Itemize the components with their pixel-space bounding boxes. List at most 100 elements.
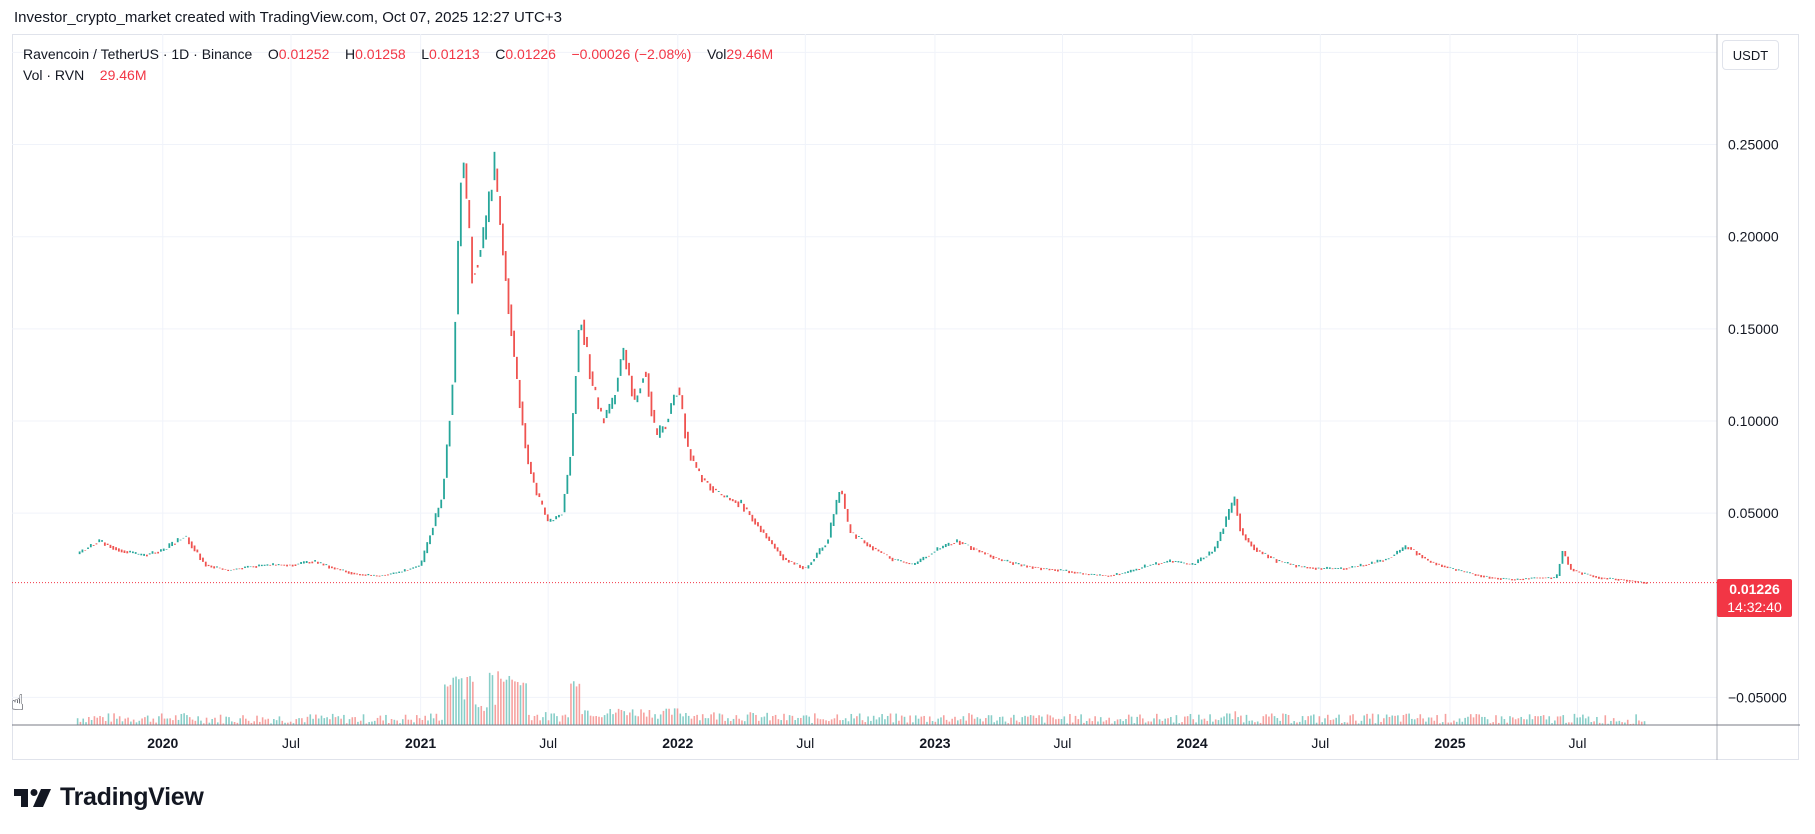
volume-bar (1192, 719, 1195, 725)
volume-bar (701, 714, 704, 725)
volume-bar (917, 718, 920, 725)
volume-bar (141, 718, 143, 725)
volume-bar (1568, 722, 1570, 725)
volume-bar (1270, 713, 1273, 725)
volume-bar (878, 717, 881, 725)
volume-bar (1388, 716, 1391, 725)
volume-bar (1007, 723, 1010, 725)
volume-bar (629, 712, 631, 725)
volume-bar (1158, 719, 1161, 725)
legend-main-row: Ravencoin / TetherUS · 1D · Binance O0.0… (23, 44, 773, 65)
volume-bar (1290, 723, 1293, 725)
volume-bar (847, 721, 850, 725)
currency-unit-button[interactable]: USDT (1722, 40, 1779, 70)
volume-bar (1069, 714, 1071, 725)
volume-bar (365, 723, 368, 725)
volume-bar (110, 721, 113, 725)
volume-bar (1441, 722, 1444, 725)
volume-bar (102, 717, 104, 725)
volume-bar (446, 686, 449, 725)
volume-bar (1164, 718, 1167, 725)
volume-bar (1430, 717, 1433, 725)
volume-bar (1469, 714, 1472, 725)
volume-bar (1066, 723, 1068, 725)
volume-bar (152, 718, 155, 725)
volume-bar (898, 720, 900, 725)
volume-bar (1399, 721, 1402, 725)
volume-bar (945, 719, 948, 725)
volume-bar (1341, 722, 1343, 725)
legend-close-label: C (495, 46, 506, 62)
volume-bar (107, 713, 110, 725)
volume-bar (914, 715, 917, 725)
volume-bar (1517, 718, 1520, 725)
volume-bar (208, 722, 211, 725)
volume-bar (928, 716, 931, 725)
volume-bar (1181, 722, 1183, 725)
volume-bar (729, 721, 732, 725)
volume-bar (645, 716, 648, 725)
volume-bar (289, 721, 292, 725)
volume-bar (1369, 718, 1371, 725)
volume-bar (1108, 717, 1110, 725)
price-layer (78, 151, 1648, 584)
volume-bar (222, 723, 225, 725)
legend-volume-label[interactable]: Vol · RVN (23, 67, 85, 83)
volume-bar (1298, 721, 1301, 725)
grid-layer (12, 34, 1717, 725)
volume-bar (1551, 723, 1553, 725)
volume-bar (385, 714, 387, 725)
tradingview-logo[interactable]: TradingView (14, 783, 204, 812)
volume-bar (774, 714, 777, 725)
volume-bar (1268, 716, 1270, 725)
volume-bar (191, 719, 194, 725)
volume-bar (1041, 716, 1043, 725)
volume-bar (1220, 717, 1223, 725)
volume-bar (1172, 722, 1175, 725)
legend-open-label: O (267, 46, 279, 62)
volume-bar (690, 718, 693, 725)
volume-bar (1391, 715, 1394, 725)
volume-bar (407, 719, 410, 725)
legend-symbol[interactable]: Ravencoin / TetherUS · 1D · Binance (23, 46, 253, 62)
volume-bar (1080, 714, 1082, 725)
volume-bar (679, 713, 682, 725)
volume-bar (1144, 722, 1147, 725)
volume-bar (867, 716, 869, 725)
volume-bar (707, 718, 710, 725)
volume-bar (1335, 717, 1338, 725)
volume-bar (233, 722, 236, 725)
volume-bar (1116, 719, 1119, 725)
volume-bar (713, 712, 715, 725)
volume-bar (438, 720, 441, 725)
volume-bar (486, 707, 488, 725)
volume-bar (971, 714, 973, 725)
volume-bar (802, 715, 805, 725)
volume-bar (699, 720, 701, 725)
price-tick-label: −0.05000 (1728, 689, 1787, 705)
volume-bar (564, 714, 567, 725)
volume-bar (993, 722, 996, 725)
volume-bar (1413, 719, 1416, 725)
volume-bar (561, 715, 564, 725)
volume-bar (88, 716, 90, 725)
volume-layer (76, 671, 1646, 725)
volume-bar (1136, 716, 1138, 725)
volume-bar (79, 721, 82, 725)
volume-bar (424, 715, 427, 725)
volume-bar (589, 715, 592, 725)
volume-bar (1150, 721, 1152, 725)
volume-bar (931, 721, 934, 725)
volume-bar (581, 714, 583, 725)
volume-bar (1240, 715, 1242, 725)
volume-bar (1111, 723, 1113, 725)
volume-bar (530, 720, 533, 725)
volume-bar (1503, 719, 1506, 725)
volume-bar (1444, 713, 1447, 725)
volume-bar (239, 718, 241, 725)
volume-bar (1074, 715, 1077, 725)
volume-bar (791, 715, 794, 725)
volume-bar (1223, 716, 1225, 725)
volume-bar (1621, 722, 1623, 725)
